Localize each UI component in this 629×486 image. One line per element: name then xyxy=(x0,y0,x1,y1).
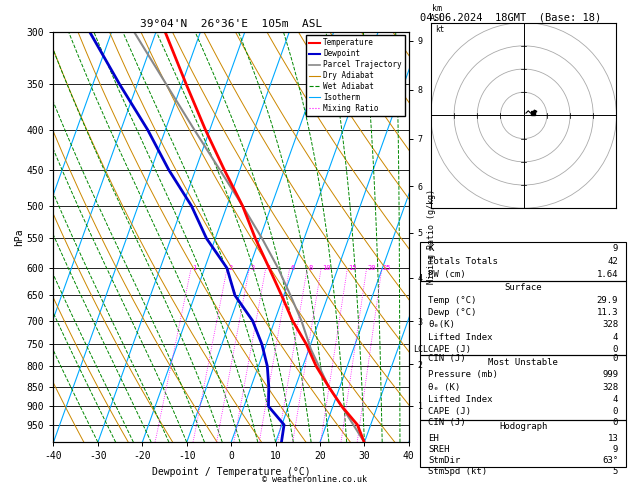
Text: Totals Totals: Totals Totals xyxy=(428,257,498,266)
Text: EH: EH xyxy=(428,434,439,443)
Text: 04.06.2024  18GMT  (Base: 18): 04.06.2024 18GMT (Base: 18) xyxy=(420,12,601,22)
Text: 9: 9 xyxy=(613,244,618,253)
Text: 8: 8 xyxy=(308,265,313,271)
Text: 0: 0 xyxy=(613,407,618,417)
Title: 39°04'N  26°36'E  105m  ASL: 39°04'N 26°36'E 105m ASL xyxy=(140,19,322,30)
Text: 1.64: 1.64 xyxy=(597,270,618,279)
Text: 999: 999 xyxy=(602,370,618,379)
Text: 11.3: 11.3 xyxy=(597,308,618,317)
Text: © weatheronline.co.uk: © weatheronline.co.uk xyxy=(262,474,367,484)
Text: 9: 9 xyxy=(613,445,618,454)
Text: 5: 5 xyxy=(613,467,618,476)
Text: K: K xyxy=(428,244,434,253)
Text: 0: 0 xyxy=(613,418,618,427)
Text: Surface: Surface xyxy=(504,283,542,293)
Bar xyxy=(420,281,626,355)
Text: Hodograph: Hodograph xyxy=(499,422,547,432)
Text: 2: 2 xyxy=(228,265,232,271)
Text: 63°: 63° xyxy=(602,456,618,466)
Legend: Temperature, Dewpoint, Parcel Trajectory, Dry Adiabat, Wet Adiabat, Isotherm, Mi: Temperature, Dewpoint, Parcel Trajectory… xyxy=(306,35,405,116)
Text: 1: 1 xyxy=(192,265,196,271)
Text: CAPE (J): CAPE (J) xyxy=(428,407,471,417)
Text: 15: 15 xyxy=(348,265,357,271)
Text: Lifted Index: Lifted Index xyxy=(428,333,493,342)
Text: Pressure (mb): Pressure (mb) xyxy=(428,370,498,379)
Text: 20: 20 xyxy=(367,265,376,271)
X-axis label: Dewpoint / Temperature (°C): Dewpoint / Temperature (°C) xyxy=(152,467,311,477)
Text: km
ASL: km ASL xyxy=(430,4,445,23)
Bar xyxy=(420,355,626,420)
Text: 10: 10 xyxy=(322,265,331,271)
Text: 3: 3 xyxy=(250,265,255,271)
Bar xyxy=(420,420,626,467)
Text: 6: 6 xyxy=(291,265,295,271)
Text: Dewp (°C): Dewp (°C) xyxy=(428,308,477,317)
Text: 328: 328 xyxy=(602,382,618,392)
Text: PW (cm): PW (cm) xyxy=(428,270,466,279)
Text: LCL: LCL xyxy=(413,345,428,354)
Text: 42: 42 xyxy=(608,257,618,266)
Text: CIN (J): CIN (J) xyxy=(428,418,466,427)
Text: 29.9: 29.9 xyxy=(597,295,618,305)
Text: StmDir: StmDir xyxy=(428,456,460,466)
Text: 4: 4 xyxy=(267,265,271,271)
Text: 328: 328 xyxy=(602,320,618,330)
Text: kt: kt xyxy=(435,25,445,34)
Text: StmSpd (kt): StmSpd (kt) xyxy=(428,467,487,476)
Text: CAPE (J): CAPE (J) xyxy=(428,345,471,354)
Text: 4: 4 xyxy=(613,395,618,404)
Text: CIN (J): CIN (J) xyxy=(428,354,466,363)
Text: 4: 4 xyxy=(613,333,618,342)
Text: 0: 0 xyxy=(613,354,618,363)
Text: 25: 25 xyxy=(382,265,391,271)
Text: SREH: SREH xyxy=(428,445,450,454)
Text: 0: 0 xyxy=(613,345,618,354)
Bar xyxy=(420,242,626,281)
Text: θₑ(K): θₑ(K) xyxy=(428,320,455,330)
Text: θₑ (K): θₑ (K) xyxy=(428,382,460,392)
Y-axis label: hPa: hPa xyxy=(14,228,24,246)
Text: Temp (°C): Temp (°C) xyxy=(428,295,477,305)
Y-axis label: Mixing Ratio (g/kg): Mixing Ratio (g/kg) xyxy=(427,190,436,284)
Text: Lifted Index: Lifted Index xyxy=(428,395,493,404)
Text: 13: 13 xyxy=(608,434,618,443)
Text: Most Unstable: Most Unstable xyxy=(488,358,559,367)
